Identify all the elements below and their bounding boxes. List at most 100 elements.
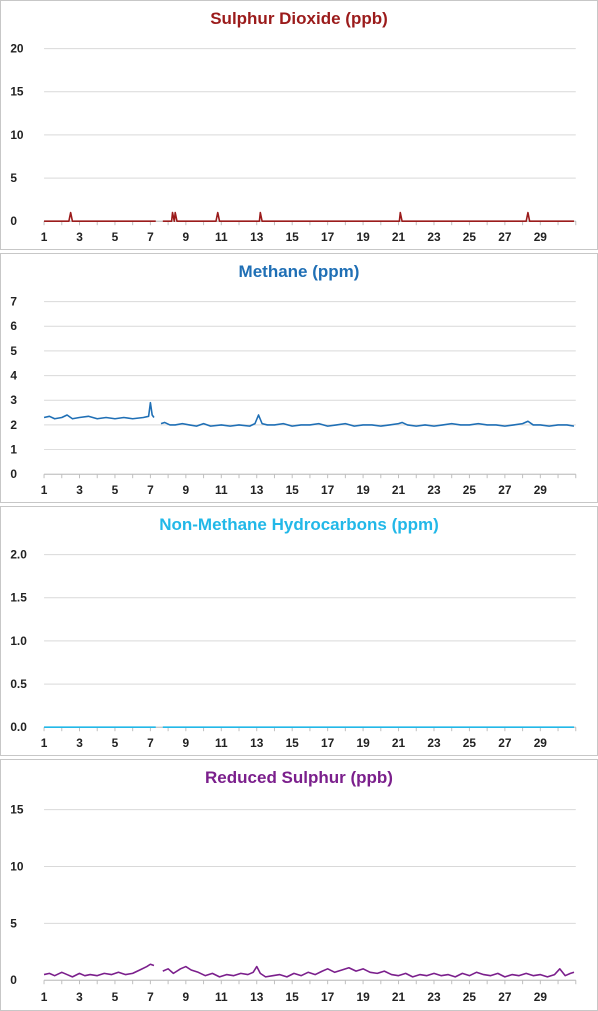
x-tick-label: 7 <box>147 990 154 1004</box>
x-tick-label: 17 <box>321 230 335 244</box>
x-tick-label: 29 <box>534 990 548 1004</box>
chart-panel-methane: 0 1 2 3 4 5 6 7 1 3 5 7 9 11 13 15 17 19 21 23 25 27 29 Methan… <box>0 253 598 503</box>
x-tick-label: 15 <box>286 736 300 750</box>
x-tick-label: 19 <box>356 736 370 750</box>
x-tick-label: 13 <box>250 230 264 244</box>
y-tick-label: 5 <box>10 344 17 358</box>
y-tick-label: 2 <box>10 418 17 432</box>
chart-title: Sulphur Dioxide (ppb) <box>210 9 388 28</box>
x-tick-label: 3 <box>76 990 83 1004</box>
y-tick-label: 3 <box>10 393 17 407</box>
y-tick-label: 10 <box>10 859 24 873</box>
x-tick-label: 15 <box>286 230 300 244</box>
x-tick-label: 11 <box>215 230 228 244</box>
series-line <box>43 401 155 420</box>
x-tick-label: 19 <box>356 483 370 497</box>
chart-title: Methane (ppm) <box>238 262 360 281</box>
x-tick-label: 13 <box>250 990 264 1004</box>
x-tick-label: 25 <box>463 230 477 244</box>
x-tick-label: 19 <box>356 230 370 244</box>
x-tick-label: 13 <box>250 483 264 497</box>
series-line <box>162 211 574 223</box>
x-tick-label: 3 <box>76 230 83 244</box>
x-tick-label: 1 <box>41 483 48 497</box>
x-tick-label: 27 <box>498 736 512 750</box>
chart-panel-non-methane-hydrocarbons: 0.0 0.5 1.0 1.5 2.0 1 3 5 7 9 11 13 15 17 19 21 23 25 27 29… <box>0 506 598 756</box>
x-tick-label: 17 <box>321 990 335 1004</box>
x-tick-label: 29 <box>534 230 548 244</box>
x-tick-label: 19 <box>356 990 370 1004</box>
x-tick-label: 27 <box>498 483 512 497</box>
x-tick-label: 23 <box>427 230 441 244</box>
y-tick-label: 20 <box>10 42 24 56</box>
y-tick-label: 1.0 <box>10 634 27 648</box>
series-line <box>160 414 575 427</box>
x-tick-label: 13 <box>250 736 264 750</box>
x-tick-label: 5 <box>112 230 119 244</box>
x-tick-label: 5 <box>112 990 119 1004</box>
y-tick-label: 0.0 <box>10 720 27 734</box>
x-tick-label: 1 <box>41 736 48 750</box>
y-tick-label: 7 <box>10 295 17 309</box>
y-tick-label: 15 <box>10 85 24 99</box>
series-line <box>43 963 155 978</box>
x-tick-label: 3 <box>76 736 83 750</box>
x-tick-label: 21 <box>392 736 406 750</box>
x-tick-label: 9 <box>183 483 190 497</box>
x-tick-label: 25 <box>463 736 477 750</box>
chart-panel-reduced-sulphur: 0 5 10 15 1 3 5 7 9 11 13 15 17 19 21 23 25 27 29 Reduced … <box>0 759 598 1011</box>
x-tick-label: 23 <box>427 483 441 497</box>
x-tick-label: 5 <box>112 483 119 497</box>
x-tick-label: 11 <box>215 483 228 497</box>
y-tick-label: 10 <box>10 128 24 142</box>
x-tick-label: 27 <box>498 230 512 244</box>
x-tick-label: 21 <box>392 990 406 1004</box>
x-tick-label: 1 <box>41 230 48 244</box>
x-tick-label: 1 <box>41 990 48 1004</box>
series-line <box>162 965 575 978</box>
x-tick-label: 17 <box>321 736 335 750</box>
y-tick-label: 4 <box>10 369 17 383</box>
y-tick-label: 0 <box>10 467 17 481</box>
y-tick-label: 0 <box>10 214 17 228</box>
x-tick-label: 15 <box>286 483 300 497</box>
y-tick-label: 15 <box>10 803 24 817</box>
series-line <box>44 211 156 223</box>
x-tick-label: 29 <box>534 483 548 497</box>
x-tick-label: 25 <box>463 483 477 497</box>
x-tick-label: 11 <box>215 990 228 1004</box>
y-tick-label: 5 <box>10 916 17 930</box>
y-tick-label: 0 <box>10 973 17 987</box>
chart-panel-sulphur-dioxide: 0 5 10 15 20 1 3 5 7 9 11 13 15 17 19 21 23 25 27 29 Sulphu… <box>0 0 598 250</box>
x-tick-label: 5 <box>112 736 119 750</box>
x-tick-label: 9 <box>183 736 190 750</box>
x-tick-label: 23 <box>427 736 441 750</box>
y-tick-label: 1.5 <box>10 591 27 605</box>
y-tick-label: 2.0 <box>10 548 27 562</box>
chart-plot-non-methane-hydrocarbons: 0.00.51.01.52.01 3 5 7 9 11 13 15 17 19 21 23 25 27 29 <box>10 548 577 750</box>
y-tick-label: 0.5 <box>10 677 27 691</box>
x-tick-label: 21 <box>392 483 406 497</box>
y-tick-label: 5 <box>10 171 17 185</box>
x-tick-label: 11 <box>215 736 228 750</box>
chart-title: Non-Methane Hydrocarbons (ppm) <box>159 515 439 534</box>
x-tick-label: 17 <box>321 483 335 497</box>
x-tick-label: 7 <box>147 230 154 244</box>
y-tick-label: 1 <box>10 443 17 457</box>
x-tick-label: 25 <box>463 990 477 1004</box>
x-tick-label: 9 <box>183 230 190 244</box>
x-tick-label: 15 <box>286 990 300 1004</box>
x-tick-label: 23 <box>427 990 441 1004</box>
x-tick-label: 27 <box>498 990 512 1004</box>
y-tick-label: 6 <box>10 319 17 333</box>
x-tick-label: 9 <box>183 990 190 1004</box>
x-tick-label: 7 <box>147 483 154 497</box>
x-tick-label: 21 <box>392 230 406 244</box>
chart-title: Reduced Sulphur (ppb) <box>205 768 393 787</box>
x-tick-label: 3 <box>76 483 83 497</box>
x-tick-label: 7 <box>147 736 154 750</box>
x-tick-label: 29 <box>534 736 548 750</box>
